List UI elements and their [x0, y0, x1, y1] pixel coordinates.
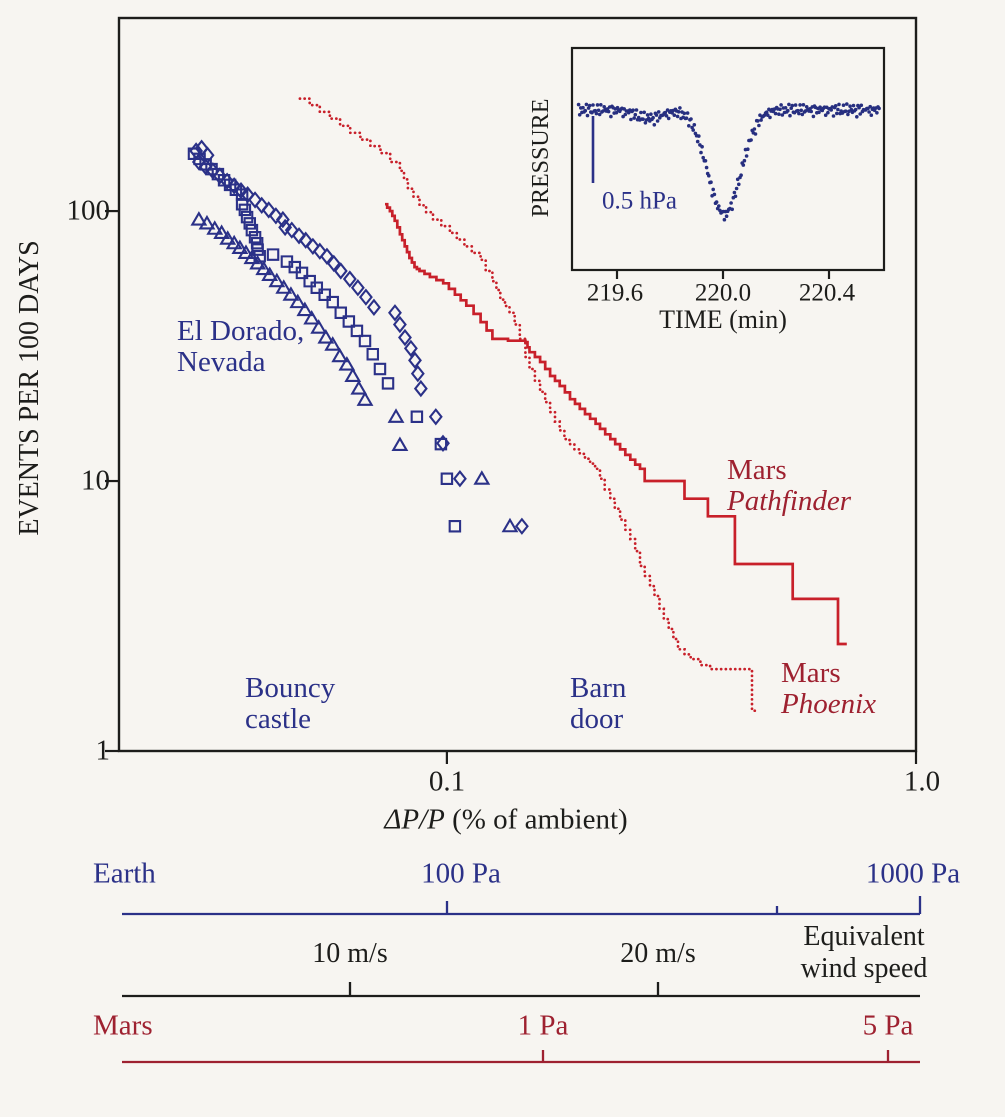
inset-y-axis-title: PRESSURE — [528, 98, 554, 218]
wind-scale-caption: Equivalent wind speed — [801, 921, 928, 985]
inset-x-axis-title: TIME (min) — [659, 305, 787, 334]
wind-scale-line — [122, 982, 920, 998]
x-axis-title: ΔP/P (% of ambient) — [384, 803, 628, 836]
series-mars-phoenix — [298, 97, 759, 713]
x-tick-label-1.0: 1.0 — [903, 765, 941, 798]
series-el-dorado-nevada-squares- — [187, 147, 462, 533]
x-axis-title-math: ΔP/P — [384, 803, 445, 836]
wind-scale-caption-line1: Equivalent — [803, 921, 925, 952]
annotation-el-dorado-line2: Nevada — [177, 346, 266, 378]
wind-scale-10ms: 10 m/s — [312, 938, 388, 969]
wind-scale-caption-line2: wind speed — [800, 953, 928, 984]
wind-scale-20ms: 20 m/s — [620, 938, 696, 969]
x-axis-title-units: (% of ambient) — [444, 803, 628, 836]
earth-scale-100pa: 100 Pa — [421, 857, 501, 890]
mars-scale-5pa: 5 Pa — [862, 1009, 914, 1042]
inset-x-tick-220.0: 220.0 — [694, 279, 752, 307]
inset-x-tick-220.4: 220.4 — [798, 279, 856, 307]
y-tick-label-1: 1 — [95, 734, 111, 767]
annotation-pathfinder-line2: Pathfinder — [727, 485, 852, 517]
earth-scale-label: Earth — [93, 857, 156, 890]
annotation-el-dorado: El Dorado, Nevada — [177, 316, 304, 378]
mars-scale-1pa: 1 Pa — [517, 1009, 569, 1042]
earth-scale-line — [122, 896, 922, 916]
inset-x-tick-219.6: 219.6 — [586, 279, 644, 307]
annotation-bouncy-castle: Bouncy castle — [245, 673, 335, 735]
series-mars-pathfinder — [385, 202, 847, 646]
annotation-barn-door: Barn door — [570, 673, 626, 735]
mars-scale-label: Mars — [93, 1009, 153, 1042]
inset-pressure-series — [576, 102, 881, 222]
mars-scale-line — [122, 1050, 920, 1064]
x-tick-label-0.1: 0.1 — [428, 765, 466, 798]
y-tick-label-10: 10 — [81, 464, 110, 497]
inset-scale-bar-label: 0.5 hPa — [602, 187, 677, 215]
y-tick-label-100: 100 — [66, 194, 111, 227]
annotation-bouncy-line2: castle — [245, 703, 312, 735]
annotation-pathfinder-line1: Mars — [727, 454, 787, 486]
series-el-dorado-nevada-triangles- — [190, 211, 519, 533]
earth-scale-1000pa: 1000 Pa — [865, 857, 961, 890]
annotation-el-dorado-line1: El Dorado, — [177, 315, 305, 347]
annotation-mars-phoenix: Mars Phoenix — [781, 658, 876, 720]
annotation-mars-pathfinder: Mars Pathfinder — [727, 455, 851, 517]
inset-frame — [570, 46, 886, 272]
main-plot-frame — [117, 16, 918, 753]
y-axis-title: EVENTS PER 100 DAYS — [14, 240, 45, 536]
annotation-barn-line2: door — [570, 703, 624, 735]
annotation-bouncy-line1: Bouncy — [245, 672, 336, 704]
annotation-phoenix-line2: Phoenix — [781, 688, 877, 720]
annotation-phoenix-line1: Mars — [781, 657, 841, 689]
annotation-barn-line1: Barn — [570, 672, 627, 704]
